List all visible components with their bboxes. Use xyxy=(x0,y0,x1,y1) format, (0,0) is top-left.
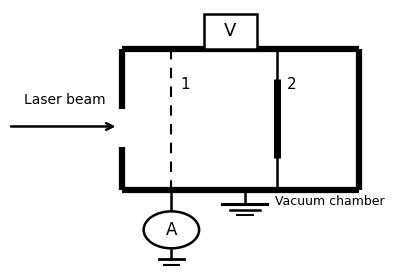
Text: Laser beam: Laser beam xyxy=(24,94,106,107)
Text: 1: 1 xyxy=(180,77,190,92)
Text: Vacuum chamber: Vacuum chamber xyxy=(275,195,385,208)
Circle shape xyxy=(144,211,199,248)
Text: V: V xyxy=(224,22,237,40)
FancyBboxPatch shape xyxy=(204,14,257,49)
Text: 2: 2 xyxy=(286,77,296,92)
Text: A: A xyxy=(166,221,177,239)
